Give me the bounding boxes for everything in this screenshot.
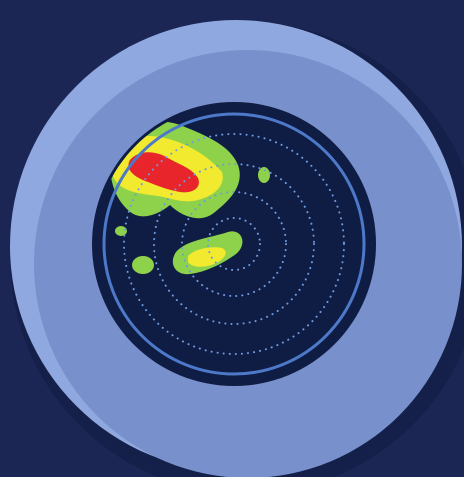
range-rings: [123, 133, 345, 355]
precip-light-cell-3: [132, 256, 154, 274]
precipitation-layer: [109, 121, 270, 275]
radar-screen-ring: [102, 112, 366, 376]
precip-heavy-cell-1: [128, 152, 199, 193]
range-ring-3: [153, 163, 315, 325]
range-ring-4: [123, 133, 345, 355]
range-ring-1: [207, 217, 261, 271]
precip-light-cell-5: [258, 167, 270, 183]
range-ring-2: [181, 191, 287, 297]
precip-light-cell-4: [115, 226, 127, 236]
